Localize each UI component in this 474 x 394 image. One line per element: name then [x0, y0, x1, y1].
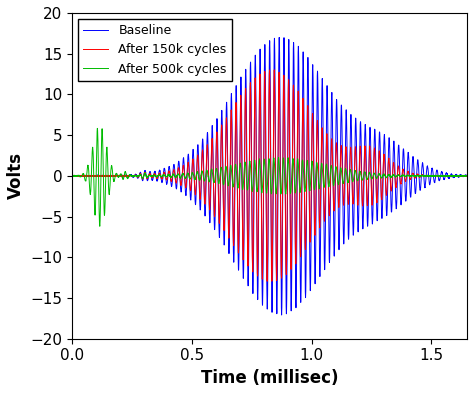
- After 500k cycles: [97, 224, 102, 229]
- Baseline: [279, 313, 284, 318]
- After 150k cycles: [269, 279, 275, 284]
- After 500k cycles: [160, 173, 165, 178]
- After 150k cycles: [301, 200, 307, 205]
- After 500k cycles: [167, 174, 173, 179]
- Line: After 150k cycles: After 150k cycles: [72, 70, 467, 281]
- Baseline: [455, 174, 460, 178]
- Line: Baseline: Baseline: [72, 37, 467, 315]
- Legend: Baseline, After 150k cycles, After 500k cycles: Baseline, After 150k cycles, After 500k …: [79, 19, 232, 81]
- After 150k cycles: [167, 171, 173, 176]
- Baseline: [276, 35, 282, 40]
- After 150k cycles: [69, 173, 75, 178]
- After 500k cycles: [94, 126, 100, 131]
- After 500k cycles: [437, 174, 443, 178]
- Baseline: [69, 173, 75, 178]
- After 150k cycles: [272, 67, 277, 72]
- Baseline: [160, 178, 165, 182]
- Baseline: [428, 175, 434, 180]
- After 500k cycles: [428, 173, 434, 178]
- After 150k cycles: [160, 175, 165, 180]
- Baseline: [301, 193, 307, 198]
- Line: After 500k cycles: After 500k cycles: [72, 128, 467, 226]
- After 500k cycles: [301, 187, 307, 191]
- Baseline: [464, 173, 470, 178]
- Baseline: [437, 177, 443, 182]
- Baseline: [167, 167, 173, 172]
- After 150k cycles: [464, 173, 470, 178]
- After 150k cycles: [455, 173, 460, 178]
- After 500k cycles: [464, 173, 470, 178]
- Y-axis label: Volts: Volts: [7, 152, 25, 199]
- After 150k cycles: [428, 174, 434, 178]
- After 500k cycles: [455, 173, 460, 178]
- After 150k cycles: [437, 173, 443, 178]
- X-axis label: Time (millisec): Time (millisec): [201, 369, 338, 387]
- After 500k cycles: [69, 174, 75, 178]
